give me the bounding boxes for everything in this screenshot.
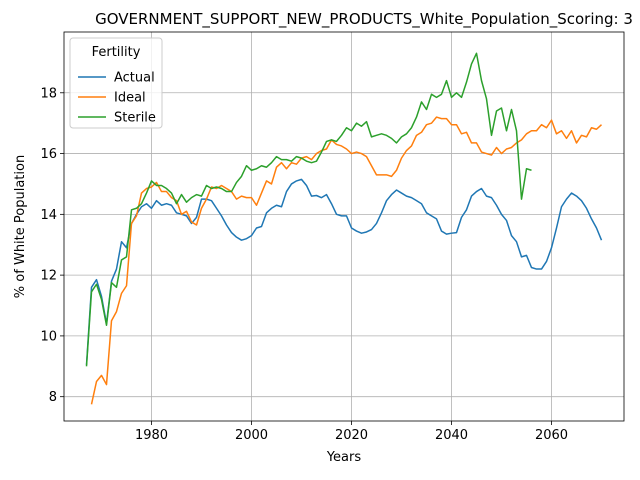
series-lines — [85, 52, 603, 405]
legend-label-sterile: Sterile — [114, 111, 156, 126]
series-line-sterile — [85, 52, 532, 367]
x-tick-label: 2020 — [335, 428, 368, 443]
y-tick-label: 10 — [40, 329, 57, 344]
x-tick-label: 2040 — [435, 428, 468, 443]
series-line-actual — [85, 178, 603, 365]
legend-label-actual: Actual — [114, 71, 155, 86]
y-tick-label: 14 — [40, 208, 57, 223]
x-tick-label: 2000 — [235, 428, 268, 443]
x-tick-label: 2060 — [535, 428, 568, 443]
legend-title: Fertility — [92, 45, 141, 60]
series-line-ideal — [90, 116, 603, 405]
y-tick-label: 8 — [49, 390, 57, 405]
x-axis-label: Years — [326, 450, 362, 465]
y-tick-label: 16 — [40, 147, 57, 162]
x-tick-label: 1980 — [135, 428, 168, 443]
plot-frame — [63, 31, 625, 422]
legend-label-ideal: Ideal — [114, 91, 146, 106]
legend: Fertility Actual Ideal Sterile — [69, 37, 163, 129]
legend-box — [69, 37, 163, 129]
ticks: 1980 2000 2020 2040 2060 8 10 12 14 16 18 — [40, 86, 568, 443]
chart-title: GOVERNMENT_SUPPORT_NEW_PRODUCTS_White_Po… — [95, 10, 633, 29]
y-tick-label: 12 — [40, 269, 57, 284]
y-tick-label: 18 — [40, 86, 57, 101]
y-axis-label: % of White Population — [13, 155, 28, 298]
